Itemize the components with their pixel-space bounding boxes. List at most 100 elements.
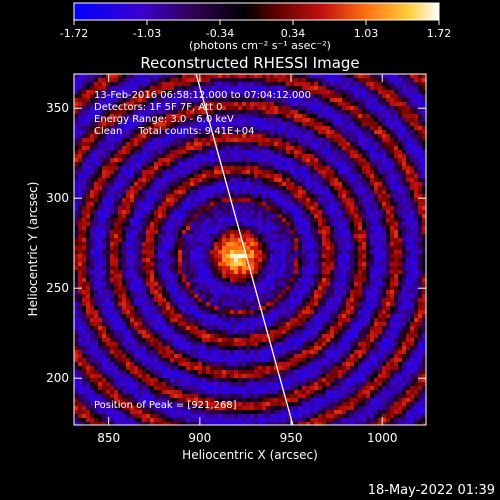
heatmap-cell [402, 118, 407, 123]
heatmap-cell [114, 270, 119, 275]
heatmap-cell [302, 118, 307, 123]
heatmap-cell [286, 250, 291, 255]
heatmap-cell [166, 174, 171, 179]
heatmap-cell [338, 146, 343, 151]
heatmap-cell [146, 114, 151, 119]
heatmap-cell [390, 102, 395, 107]
heatmap-cell [74, 178, 79, 183]
heatmap-cell [266, 274, 271, 279]
heatmap-cell [322, 98, 327, 103]
heatmap-cell [118, 286, 123, 291]
heatmap-cell [370, 202, 375, 207]
heatmap-cell [270, 294, 275, 299]
heatmap-cell [282, 214, 287, 219]
heatmap-cell [166, 226, 171, 231]
heatmap-cell [290, 74, 295, 79]
heatmap-cell [98, 114, 103, 119]
heatmap-cell [338, 202, 343, 207]
heatmap-cell [234, 174, 239, 179]
heatmap-cell [146, 118, 151, 123]
heatmap-cell [326, 222, 331, 227]
heatmap-cell [302, 78, 307, 83]
heatmap-cell [190, 246, 195, 251]
heatmap-cell [238, 170, 243, 175]
heatmap-cell [298, 226, 303, 231]
heatmap-cell [294, 82, 299, 87]
heatmap-cell [134, 170, 139, 175]
heatmap-cell [118, 130, 123, 135]
heatmap-cell [386, 234, 391, 239]
heatmap-cell [134, 94, 139, 99]
heatmap-cell [394, 210, 399, 215]
heatmap-cell [82, 74, 87, 79]
heatmap-cell [198, 142, 203, 147]
heatmap-cell [174, 110, 179, 115]
heatmap-cell [198, 242, 203, 247]
heatmap-cell [346, 290, 351, 295]
heatmap-cell [250, 194, 255, 199]
heatmap-cell [190, 110, 195, 115]
heatmap-cell [258, 234, 263, 239]
heatmap-cell [322, 78, 327, 83]
heatmap-cell [150, 242, 155, 247]
heatmap-cell [274, 218, 279, 223]
heatmap-cell [102, 122, 107, 127]
heatmap-cell [186, 210, 191, 215]
heatmap-cell [134, 122, 139, 127]
heatmap-cell [326, 74, 331, 79]
heatmap-cell [362, 114, 367, 119]
heatmap-cell [422, 174, 426, 179]
heatmap-cell [286, 274, 291, 279]
heatmap-cell [94, 74, 99, 79]
heatmap-cell [410, 146, 415, 151]
heatmap-cell [146, 126, 151, 131]
heatmap-cell [342, 98, 347, 103]
heatmap-cell [166, 210, 171, 215]
heatmap-cell [422, 210, 426, 215]
heatmap-cell [242, 258, 247, 263]
heatmap-cell [422, 166, 426, 171]
heatmap-cell [190, 226, 195, 231]
heatmap-cell [166, 246, 171, 251]
heatmap-cell [406, 150, 411, 155]
heatmap-cell [306, 278, 311, 283]
heatmap-cell [270, 202, 275, 207]
heatmap-cell [270, 274, 275, 279]
heatmap-cell [206, 250, 211, 255]
heatmap-cell [102, 118, 107, 123]
heatmap-cell [402, 226, 407, 231]
heatmap-cell [162, 122, 167, 127]
heatmap-cell [270, 226, 275, 231]
heatmap-cell [358, 94, 363, 99]
heatmap-cell [402, 110, 407, 115]
heatmap-cell [422, 218, 426, 223]
heatmap-cell [114, 102, 119, 107]
heatmap-cell [326, 206, 331, 211]
heatmap-cell [138, 266, 143, 271]
heatmap-cell [138, 170, 143, 175]
heatmap-cell [106, 174, 111, 179]
heatmap-cell [134, 86, 139, 91]
heatmap-cell [198, 266, 203, 271]
heatmap-cell [278, 138, 283, 143]
heatmap-cell [318, 230, 323, 235]
heatmap-cell [302, 218, 307, 223]
heatmap-cell [302, 286, 307, 291]
heatmap-cell [394, 114, 399, 119]
heatmap-cell [298, 262, 303, 267]
heatmap-cell [126, 158, 131, 163]
heatmap-cell [266, 166, 271, 171]
heatmap-cell [158, 214, 163, 219]
heatmap-cell [250, 298, 255, 303]
heatmap-cell [410, 130, 415, 135]
heatmap-cell [86, 158, 91, 163]
heatmap-cell [210, 78, 215, 83]
heatmap-cell [390, 154, 395, 159]
heatmap-cell [350, 238, 355, 243]
heatmap-cell [222, 222, 227, 227]
heatmap-cell [286, 94, 291, 99]
heatmap-cell [386, 266, 391, 271]
heatmap-cell [86, 150, 91, 155]
heatmap-cell [314, 202, 319, 207]
heatmap-cell [406, 242, 411, 247]
